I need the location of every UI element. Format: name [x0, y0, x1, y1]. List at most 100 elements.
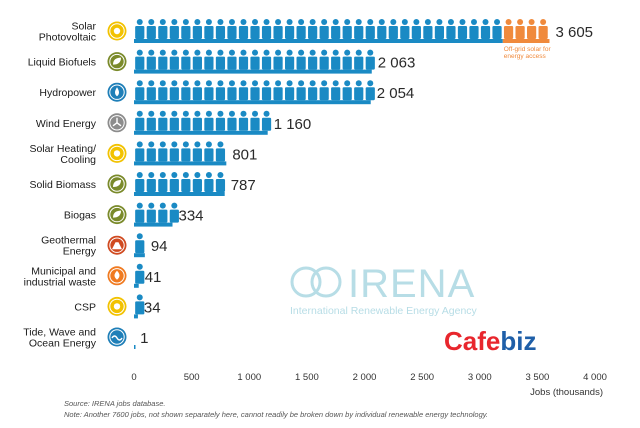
person-head [505, 19, 512, 25]
person-body [434, 26, 445, 39]
bar [134, 283, 139, 288]
category-label: Solar Photovoltaic [39, 21, 97, 44]
person-icon [135, 80, 145, 101]
person-head [355, 80, 362, 87]
person-icon [146, 202, 156, 223]
category-label: Tide, Wave and Ocean Energy [23, 327, 97, 350]
person-body [204, 26, 214, 39]
person-icon [503, 19, 514, 39]
person-head [447, 19, 454, 25]
person-icon [192, 110, 202, 131]
person-icon [342, 19, 352, 39]
person-body [192, 87, 202, 101]
person-icon [354, 49, 364, 70]
person-head [136, 233, 143, 240]
person-body [400, 26, 410, 39]
icon-ring [109, 237, 125, 253]
person-body [423, 26, 433, 39]
person-icon [261, 19, 272, 39]
person-icon [135, 202, 145, 223]
person-icon [215, 141, 226, 162]
person-head [159, 110, 166, 117]
person-icon [342, 80, 352, 101]
person-head [413, 19, 420, 25]
person-icon [331, 80, 341, 101]
watermark-ring-right [310, 266, 342, 298]
person-icon [296, 80, 306, 101]
person-head [136, 19, 143, 25]
bar-row: Tide, Wave and Ocean Energy 1 [23, 327, 148, 350]
person-head [148, 141, 155, 148]
person-head [217, 49, 224, 56]
person-icon [146, 49, 156, 70]
bar [134, 69, 372, 74]
person-icon [227, 110, 237, 131]
person-icon [204, 19, 214, 39]
person-head [148, 80, 155, 87]
publisher-logo-red: Cafe [444, 326, 500, 356]
category-label-line: Biogas [64, 210, 96, 222]
person-body [227, 117, 237, 131]
person-body [331, 87, 341, 101]
person-body [238, 56, 249, 70]
person-body [146, 87, 156, 101]
category-label-line: Cooling [60, 154, 96, 166]
icon-ring [109, 206, 125, 223]
person-head [148, 19, 155, 25]
person-head [263, 110, 270, 117]
person-body [192, 148, 202, 162]
category-label: CSP [74, 301, 96, 313]
person-body [146, 117, 156, 131]
person-head [228, 49, 235, 56]
icon-glyph [112, 242, 122, 250]
person-head [194, 49, 201, 56]
person-icon [192, 80, 202, 101]
person-body [319, 56, 329, 70]
person-icon [181, 141, 191, 162]
person-body [169, 209, 179, 223]
icon-ring [109, 176, 125, 192]
person-icon [227, 80, 237, 101]
person-body [308, 87, 318, 101]
person-body [377, 26, 387, 39]
person-head [136, 110, 143, 117]
person-icon [515, 19, 525, 39]
value-label: 34 [144, 299, 161, 316]
person-head [182, 19, 189, 25]
highlight-annotation-line: energy access [504, 53, 547, 60]
publisher-logo-blue: biz [500, 326, 536, 356]
person-icon [169, 172, 179, 192]
person-icon [319, 80, 329, 101]
person-head [182, 172, 189, 178]
person-icon [135, 49, 145, 70]
person-body [181, 56, 191, 70]
person-icon [296, 19, 306, 39]
person-head [171, 19, 178, 25]
person-head [182, 80, 189, 87]
person-body [469, 26, 479, 39]
person-head [401, 19, 408, 25]
person-head [194, 80, 201, 87]
person-icon [284, 19, 295, 39]
person-icon [146, 80, 156, 101]
person-body [181, 26, 191, 39]
category-label: Liquid Biofuels [28, 57, 96, 69]
person-body [480, 26, 491, 39]
person-body [146, 179, 156, 192]
person-body [215, 26, 226, 39]
person-head [205, 110, 212, 117]
person-icon [331, 49, 341, 70]
person-head [378, 19, 385, 25]
person-icon [411, 19, 421, 39]
person-icon [158, 172, 168, 192]
person-body [319, 26, 329, 39]
person-icon [169, 19, 179, 39]
person-body [492, 26, 502, 39]
person-head [263, 19, 270, 25]
person-icon [169, 141, 179, 162]
person-icon [331, 19, 341, 39]
person-body [181, 148, 191, 162]
person-body [181, 117, 191, 131]
person-body [215, 117, 226, 131]
